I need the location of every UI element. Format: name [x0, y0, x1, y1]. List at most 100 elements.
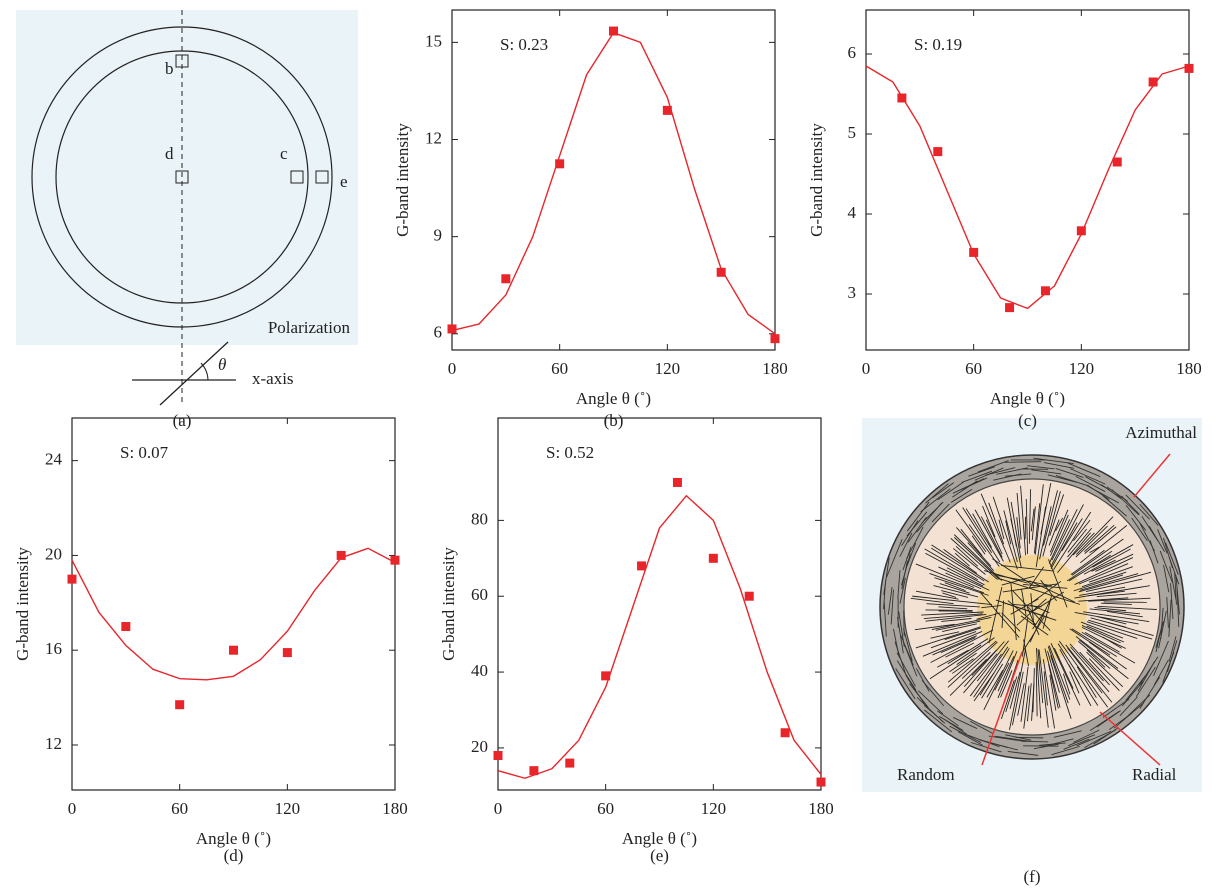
radial-fiber	[944, 627, 981, 641]
y-tick-label: 24	[45, 450, 63, 469]
radial-fiber	[1058, 640, 1109, 708]
azimuthal-fiber	[939, 716, 964, 731]
radial-fiber	[1053, 647, 1074, 689]
data-point	[780, 728, 790, 738]
radial-fiber	[1026, 683, 1032, 722]
radial-fiber	[1086, 649, 1106, 668]
radial-fiber	[1005, 676, 1018, 712]
radial-fiber	[1089, 546, 1100, 554]
radial-fiber	[1083, 548, 1131, 575]
radial-fiber	[1066, 550, 1113, 582]
radial-fiber	[998, 519, 1005, 540]
x-tick-label: 120	[275, 799, 301, 818]
radial-fiber	[1081, 631, 1136, 664]
radial-fiber	[997, 651, 1018, 699]
azimuthal-fiber	[1155, 625, 1163, 653]
plot-frame	[865, 9, 1190, 351]
radial-fiber	[912, 595, 993, 606]
annotation: S: 0.52	[546, 443, 594, 462]
radial-fiber	[1062, 673, 1071, 695]
azimuthal-fiber	[1089, 710, 1120, 731]
radial-fiber	[953, 534, 1003, 581]
radial-fiber	[1020, 666, 1029, 722]
azimuthal-fiber	[1166, 597, 1169, 628]
azimuthal-fiber	[1159, 550, 1173, 583]
random-fiber	[1012, 590, 1051, 631]
data-point	[969, 247, 979, 257]
y-tick-label: 12	[45, 734, 62, 753]
radial-fiber	[1044, 648, 1061, 708]
data-point	[816, 777, 826, 787]
radial-fiber	[1008, 649, 1026, 731]
radial-fiber	[930, 629, 994, 663]
radial-fiber	[1028, 489, 1032, 544]
radial-fiber	[942, 592, 957, 598]
x-tick-label: 180	[382, 799, 408, 818]
radial-fiber	[1075, 516, 1114, 555]
azimuthal-fiber	[897, 570, 901, 599]
radial-fiber	[1042, 491, 1061, 557]
radial-fiber	[1079, 651, 1110, 686]
plot-frame	[451, 9, 776, 351]
chart: 0 60 120 180 12 16 20 24 Angle θ (˚) G-band inten…	[13, 417, 408, 865]
label: Azimuthal	[1125, 423, 1197, 442]
radial-fiber	[1000, 680, 1015, 720]
radial-fiber	[945, 642, 975, 658]
radial-fiber	[994, 662, 1010, 691]
random-fiber	[988, 587, 1003, 644]
radial-fiber	[985, 519, 1003, 555]
polarization-field	[16, 10, 358, 345]
radial-fiber	[949, 652, 977, 673]
azimuthal-fiber	[906, 501, 930, 532]
azimuthal-fiber	[887, 587, 893, 615]
radial-fiber	[943, 548, 978, 574]
x-tick-label: 180	[762, 359, 788, 378]
x-tick-label: 120	[701, 799, 727, 818]
data-point	[67, 574, 77, 584]
radial-fiber	[1067, 647, 1103, 694]
azimuthal-fiber	[1102, 495, 1127, 517]
azimuthal-fiber	[1148, 525, 1166, 553]
radial-fiber	[938, 606, 968, 610]
azimuthal-fiber	[1055, 475, 1090, 487]
radial-fiber	[1048, 519, 1071, 564]
x-tick-label: 0	[862, 359, 871, 378]
x-tick-label: 120	[655, 359, 681, 378]
data-point	[121, 622, 131, 632]
azimuthal-fiber	[988, 735, 1026, 742]
azimuthal-fiber	[895, 668, 916, 700]
radial-fiber	[949, 658, 987, 696]
label: Random	[897, 765, 955, 784]
random-fiber	[979, 592, 1020, 638]
radial-fiber	[1078, 639, 1129, 680]
x-axis-label: x-axis	[252, 369, 294, 388]
radial-fiber	[1055, 517, 1064, 532]
y-axis-label: G-band intensity	[393, 123, 412, 237]
radial-fiber	[929, 572, 984, 594]
radial-fiber	[1034, 484, 1044, 555]
data-point	[390, 555, 400, 565]
radial-fiber	[1086, 621, 1138, 639]
radial-fiber	[925, 552, 985, 586]
radial-fiber	[945, 572, 982, 590]
random-fiber	[981, 605, 1002, 609]
radial-fiber	[929, 644, 982, 680]
radial-fiber	[1088, 658, 1120, 691]
azimuthal-fiber	[1153, 640, 1169, 677]
radial-fiber	[1084, 524, 1115, 552]
radial-fiber	[940, 637, 976, 654]
radial-fiber	[1037, 649, 1044, 704]
radial-fiber	[926, 603, 980, 608]
radial-fiber	[941, 590, 969, 598]
azimuthal-fiber	[937, 481, 964, 501]
radial-fiber	[1031, 506, 1036, 541]
radial-fiber	[934, 577, 989, 596]
azimuthal-fiber	[1063, 738, 1090, 750]
radial-fiber	[947, 640, 997, 683]
radial-fiber	[1061, 518, 1083, 552]
radial-fiber	[923, 613, 983, 620]
azimuthal-fiber	[1031, 469, 1062, 475]
data-point	[336, 550, 346, 560]
radial-fiber	[1006, 497, 1017, 547]
